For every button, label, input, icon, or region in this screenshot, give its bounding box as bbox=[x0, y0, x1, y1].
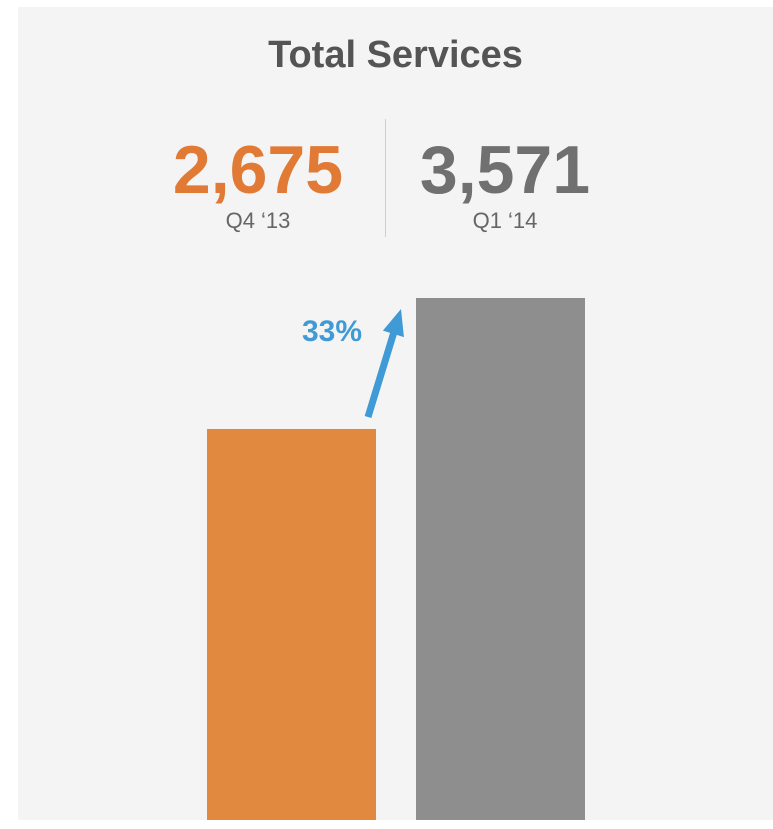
bar-chart: 33% bbox=[207, 298, 585, 820]
growth-arrow-icon bbox=[364, 309, 404, 418]
kpi-q1-label: Q1 ‘14 bbox=[472, 208, 538, 233]
chart-panel: Total Services 2,675 Q4 ‘13 3,571 Q1 ‘14… bbox=[18, 7, 773, 820]
growth-percent-label: 33% bbox=[302, 315, 362, 348]
kpi-q4-value: 2,675 bbox=[172, 132, 344, 208]
kpi-divider bbox=[385, 119, 386, 237]
kpi-q1-value: 3,571 bbox=[419, 132, 591, 208]
bar-q4-2013 bbox=[207, 428, 376, 820]
chart-title: Total Services bbox=[268, 34, 523, 76]
kpi-q4-2013: 2,675 Q4 ‘13 bbox=[153, 135, 363, 234]
kpi-q1-2014: 3,571 Q1 ‘14 bbox=[395, 135, 615, 234]
kpi-q4-label: Q4 ‘13 bbox=[225, 208, 291, 233]
bar-q1-2014 bbox=[416, 298, 585, 820]
